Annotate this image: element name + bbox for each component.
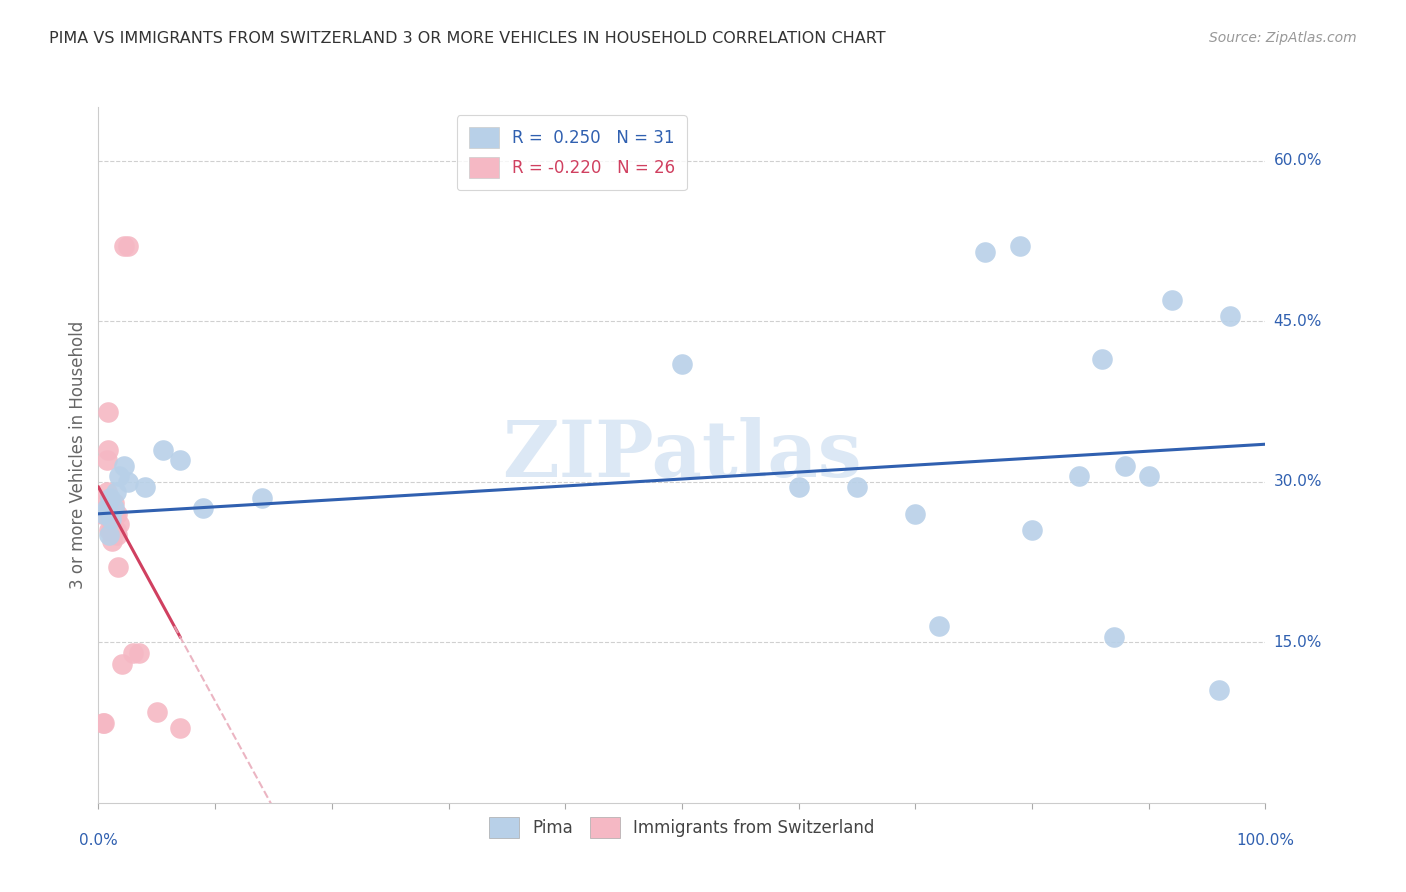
Point <box>90 507 112 521</box>
Point <box>152 442 174 457</box>
Point <box>128 646 150 660</box>
Point <box>1219 309 1241 323</box>
Point <box>134 480 156 494</box>
Point <box>101 533 124 548</box>
Point <box>1021 523 1043 537</box>
Point <box>98 491 121 505</box>
Point <box>96 453 118 467</box>
Point <box>111 657 134 671</box>
Point <box>1137 469 1160 483</box>
Y-axis label: 3 or more Vehicles in Household: 3 or more Vehicles in Household <box>69 321 87 589</box>
Point <box>107 560 129 574</box>
Point <box>904 507 927 521</box>
Point <box>122 646 145 660</box>
Point <box>112 239 135 253</box>
Legend: Pima, Immigrants from Switzerland: Pima, Immigrants from Switzerland <box>478 805 886 850</box>
Text: 30.0%: 30.0% <box>1274 475 1322 489</box>
Point <box>117 475 139 489</box>
Point <box>96 485 118 500</box>
Point <box>846 480 869 494</box>
Point <box>1010 239 1032 253</box>
Point <box>1208 683 1230 698</box>
Text: 60.0%: 60.0% <box>1274 153 1322 168</box>
Point <box>105 528 128 542</box>
Point <box>928 619 950 633</box>
Point <box>100 523 122 537</box>
Point <box>97 442 120 457</box>
Point <box>671 357 693 371</box>
Point <box>146 705 169 719</box>
Point <box>974 244 997 259</box>
Text: Source: ZipAtlas.com: Source: ZipAtlas.com <box>1209 31 1357 45</box>
Text: 15.0%: 15.0% <box>1274 635 1322 649</box>
Point <box>1161 293 1184 307</box>
Text: ZIPatlas: ZIPatlas <box>502 417 862 493</box>
Text: 100.0%: 100.0% <box>1236 833 1295 848</box>
Point <box>104 485 127 500</box>
Point <box>103 496 125 510</box>
Point <box>103 501 125 516</box>
Point <box>94 496 117 510</box>
Point <box>91 715 114 730</box>
Point <box>1067 469 1090 483</box>
Point <box>112 458 135 473</box>
Point <box>1102 630 1125 644</box>
Point <box>1114 458 1136 473</box>
Point <box>98 507 121 521</box>
Point <box>97 523 120 537</box>
Point <box>96 501 118 516</box>
Point <box>104 507 127 521</box>
Point <box>93 715 115 730</box>
Point <box>787 480 810 494</box>
Text: PIMA VS IMMIGRANTS FROM SWITZERLAND 3 OR MORE VEHICLES IN HOUSEHOLD CORRELATION : PIMA VS IMMIGRANTS FROM SWITZERLAND 3 OR… <box>49 31 886 46</box>
Point <box>97 405 120 419</box>
Text: 0.0%: 0.0% <box>79 833 118 848</box>
Point <box>108 517 131 532</box>
Point <box>105 507 128 521</box>
Point <box>108 469 131 483</box>
Point <box>104 523 127 537</box>
Text: 45.0%: 45.0% <box>1274 314 1322 328</box>
Point <box>250 491 273 505</box>
Point <box>97 528 120 542</box>
Point <box>169 721 191 735</box>
Point <box>93 507 115 521</box>
Point <box>169 453 191 467</box>
Point <box>193 501 215 516</box>
Point <box>117 239 139 253</box>
Point <box>100 512 122 526</box>
Point <box>1091 351 1114 366</box>
